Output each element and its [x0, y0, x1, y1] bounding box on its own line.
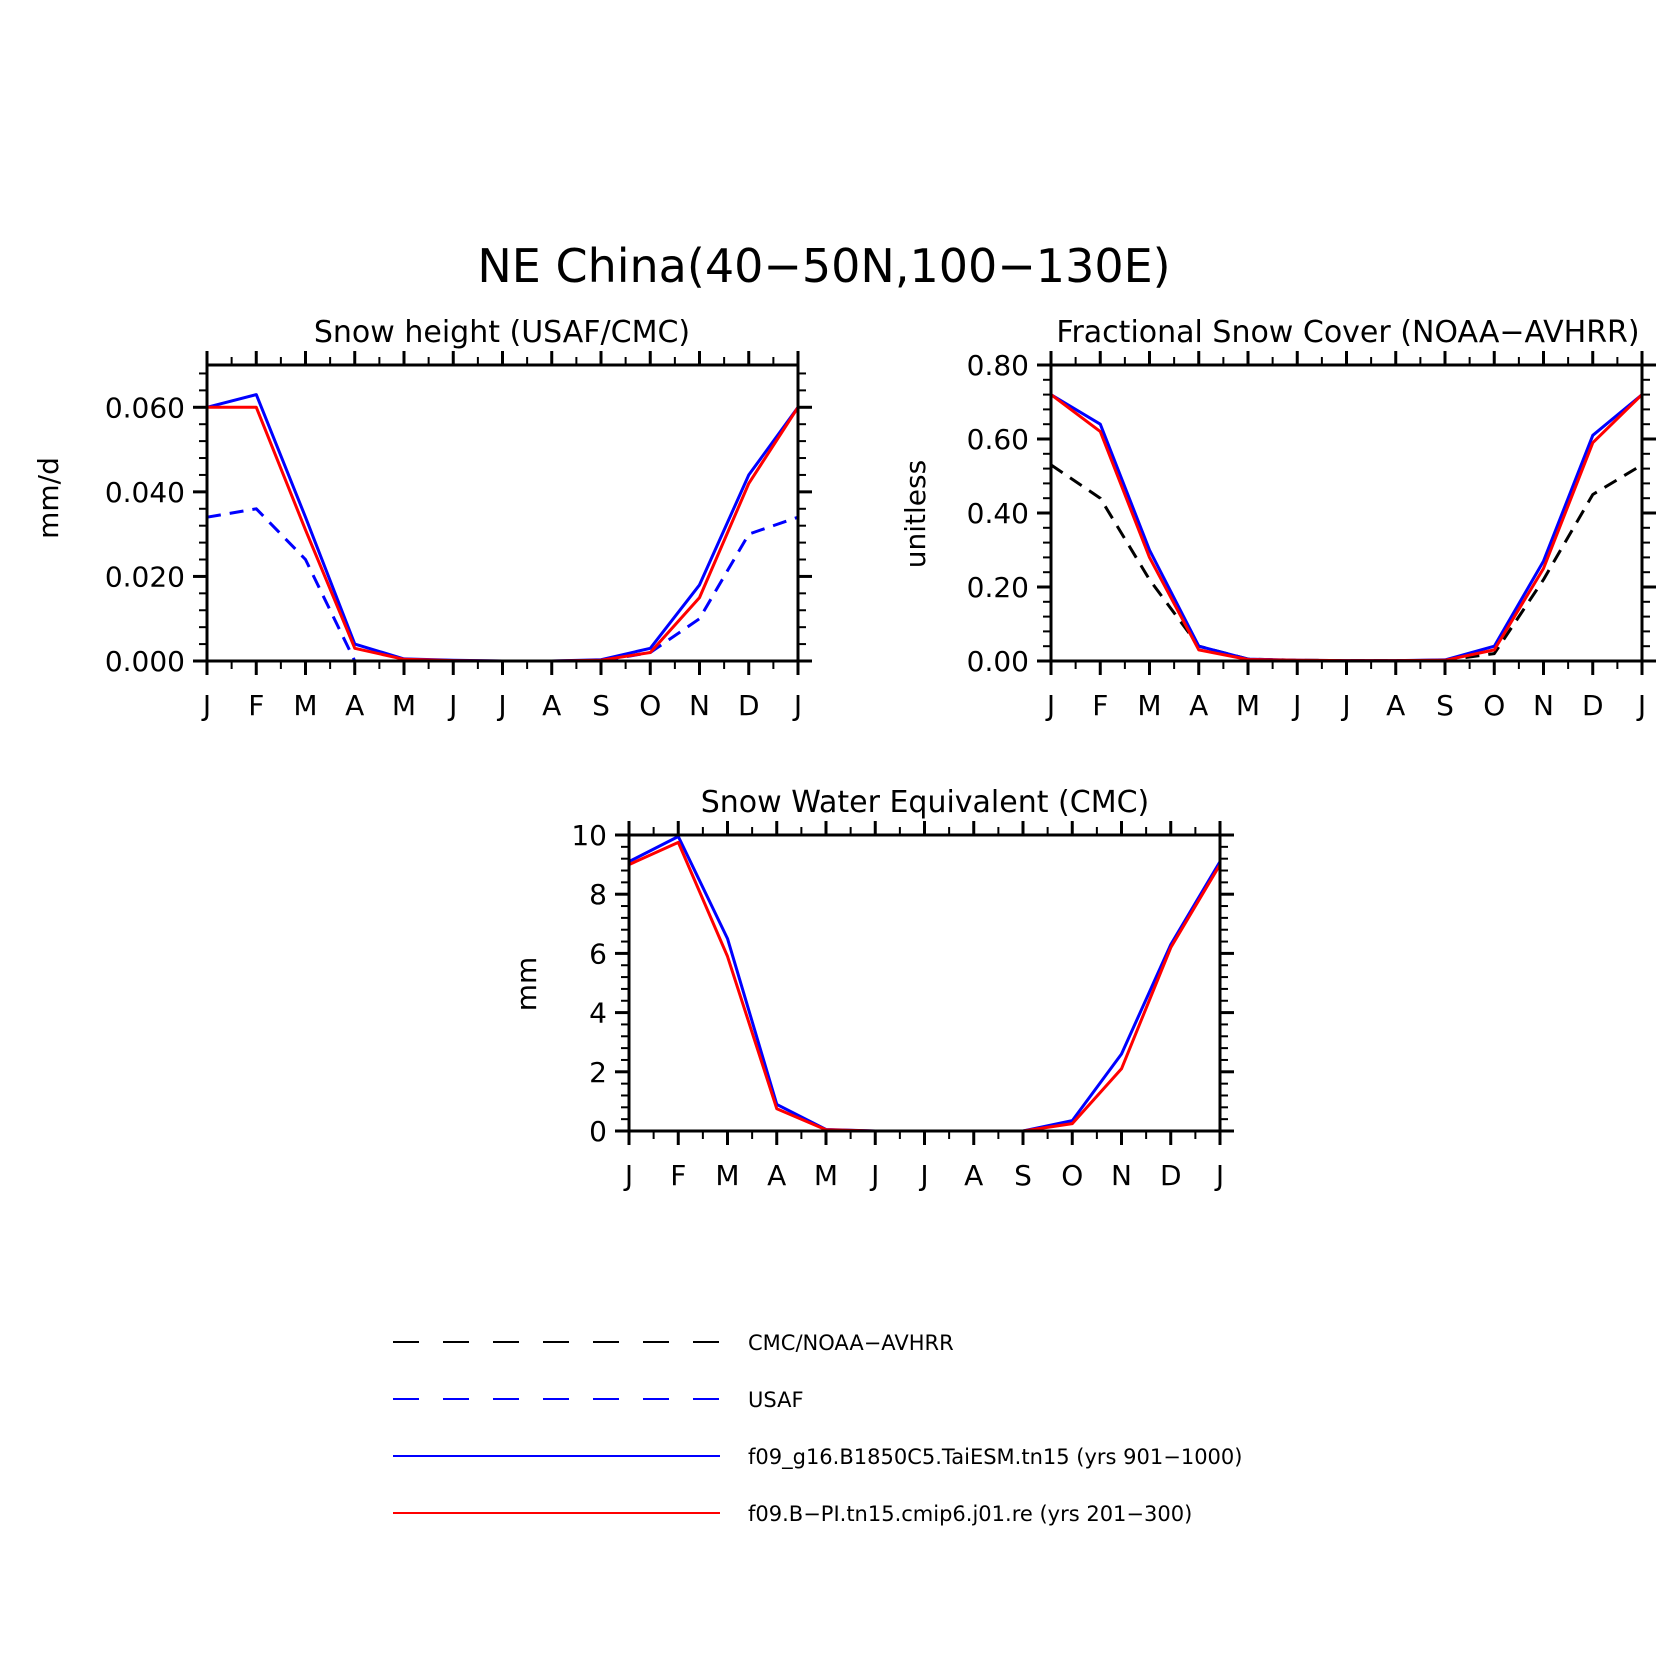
x-tick-label: S — [592, 689, 610, 722]
x-tick-label: S — [1436, 689, 1454, 722]
y-tick-label: 0.20 — [967, 571, 1029, 604]
y-tick-label: 10 — [571, 819, 607, 852]
x-tick-label: N — [689, 689, 710, 722]
x-tick-label: A — [1386, 689, 1405, 722]
x-tick-label: J — [201, 689, 211, 722]
x-tick-label: J — [1291, 689, 1301, 722]
legend: CMC/NOAA−AVHRR USAF f09_g16.B1850C5.TaiESM… — [393, 1331, 1242, 1526]
x-tick-label: J — [918, 1159, 928, 1192]
series-line — [628, 840, 1222, 1133]
x-tick-label: M — [293, 689, 317, 722]
main-title: NE China(40−50N,100−130E) — [477, 239, 1170, 293]
y-tick-label: 0 — [589, 1115, 607, 1148]
x-tick-label: A — [1189, 689, 1208, 722]
x-tick-label: J — [1636, 689, 1646, 722]
y-tick-label: 0.00 — [967, 645, 1029, 678]
y-axis-label: mm — [510, 957, 543, 1012]
series-line — [206, 393, 800, 663]
y-tick-label: 8 — [589, 878, 607, 911]
chart-title: Fractional Snow Cover (NOAA−AVHRR) — [1056, 315, 1639, 350]
x-tick-label: J — [1045, 689, 1055, 722]
x-tick-label: J — [447, 689, 457, 722]
series-line — [207, 405, 800, 663]
x-tick-label: M — [715, 1159, 739, 1192]
y-tick-label: 0.80 — [967, 349, 1029, 382]
series-line — [628, 835, 1222, 1133]
x-tick-label: J — [792, 689, 802, 722]
x-tick-label: M — [1137, 689, 1161, 722]
x-tick-label: S — [1014, 1159, 1032, 1192]
y-axis-label: unitless — [899, 460, 932, 568]
x-tick-label: M — [392, 689, 416, 722]
x-tick-label: J — [623, 1159, 633, 1192]
x-tick-label: M — [814, 1159, 838, 1192]
x-tick-label: O — [639, 689, 661, 722]
fractional-snow-cover-chart: Fractional Snow Cover (NOAA−AVHRR) unitl… — [899, 315, 1656, 722]
plot-frame — [205, 363, 800, 663]
legend-label: f09_g16.B1850C5.TaiESM.tn15 (yrs 901−100… — [748, 1445, 1242, 1470]
x-tick-label: F — [670, 1159, 686, 1192]
x-tick-label: D — [1582, 689, 1604, 722]
x-tick-label: A — [767, 1159, 786, 1192]
x-tick-label: A — [964, 1159, 983, 1192]
x-tick-label: J — [869, 1159, 879, 1192]
x-tick-label: O — [1061, 1159, 1083, 1192]
series-line — [1050, 463, 1643, 663]
y-tick-label: 2 — [589, 1056, 607, 1089]
y-tick-label: 0.060 — [105, 391, 185, 424]
x-tick-label: J — [1340, 689, 1350, 722]
x-tick-label: D — [738, 689, 760, 722]
x-tick-label: O — [1483, 689, 1505, 722]
x-tick-label: F — [1092, 689, 1108, 722]
x-tick-label: A — [345, 689, 364, 722]
plot-frame — [627, 833, 1222, 1133]
legend-label: CMC/NOAA−AVHRR — [748, 1331, 954, 1355]
y-tick-label: 6 — [589, 937, 607, 970]
chart-title: Snow Water Equivalent (CMC) — [701, 785, 1149, 820]
legend-label: USAF — [748, 1388, 804, 1412]
y-tick-label: 0.000 — [105, 645, 185, 678]
series-line — [1050, 393, 1643, 663]
chart-title: Snow height (USAF/CMC) — [314, 315, 690, 350]
y-tick-label: 4 — [589, 997, 607, 1030]
y-tick-label: 0.60 — [967, 423, 1029, 456]
y-axis-label: mm/d — [32, 457, 65, 539]
x-tick-label: J — [1214, 1159, 1224, 1192]
x-tick-label: A — [542, 689, 561, 722]
x-tick-label: D — [1160, 1159, 1182, 1192]
x-tick-label: M — [1236, 689, 1260, 722]
series-line — [206, 507, 799, 663]
y-tick-label: 0.020 — [105, 560, 185, 593]
legend-label: f09.B−PI.tn15.cmip6.j01.re (yrs 201−300) — [748, 1502, 1192, 1526]
y-tick-label: 0.040 — [105, 476, 185, 509]
x-tick-label: N — [1533, 689, 1554, 722]
y-tick-label: 0.40 — [967, 497, 1029, 530]
x-tick-label: N — [1111, 1159, 1132, 1192]
x-tick-label: F — [248, 689, 264, 722]
plot-frame — [1049, 363, 1644, 663]
x-tick-label: J — [496, 689, 506, 722]
